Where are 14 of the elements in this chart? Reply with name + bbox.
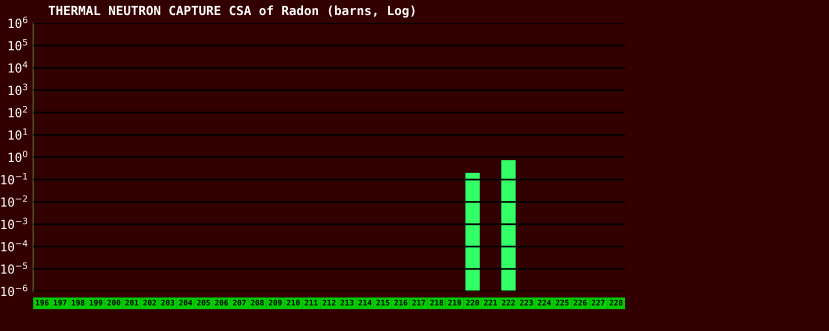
y-tick-label: 10$^{−5}$ bbox=[1, 262, 28, 274]
y-tick-label: 10$^{5}$ bbox=[8, 39, 28, 50]
y-tick-label: 10$^{6}$ bbox=[8, 16, 28, 28]
y-tick-label: 10$^{−4}$ bbox=[1, 240, 28, 252]
y-tick-label: 10$^{2}$ bbox=[8, 106, 28, 118]
y-tick-label: 10$^{−1}$ bbox=[1, 173, 28, 184]
y-tick-label: 10$^{−3}$ bbox=[1, 218, 28, 230]
y-tick-label: 10$^{−2}$ bbox=[1, 195, 27, 207]
y-tick-label: 10$^{−6}$ bbox=[1, 284, 28, 296]
y-tick-label: 10$^{1}$ bbox=[8, 128, 28, 140]
y-tick-label: 10$^{3}$ bbox=[8, 84, 28, 96]
y-tick-label: 10$^{4}$ bbox=[8, 61, 28, 73]
y-tick-label: 10$^{0}$ bbox=[8, 150, 28, 162]
chart-title: THERMAL NEUTRON CAPTURE CSA of Radon (barns, Log) bbox=[48, 6, 414, 18]
